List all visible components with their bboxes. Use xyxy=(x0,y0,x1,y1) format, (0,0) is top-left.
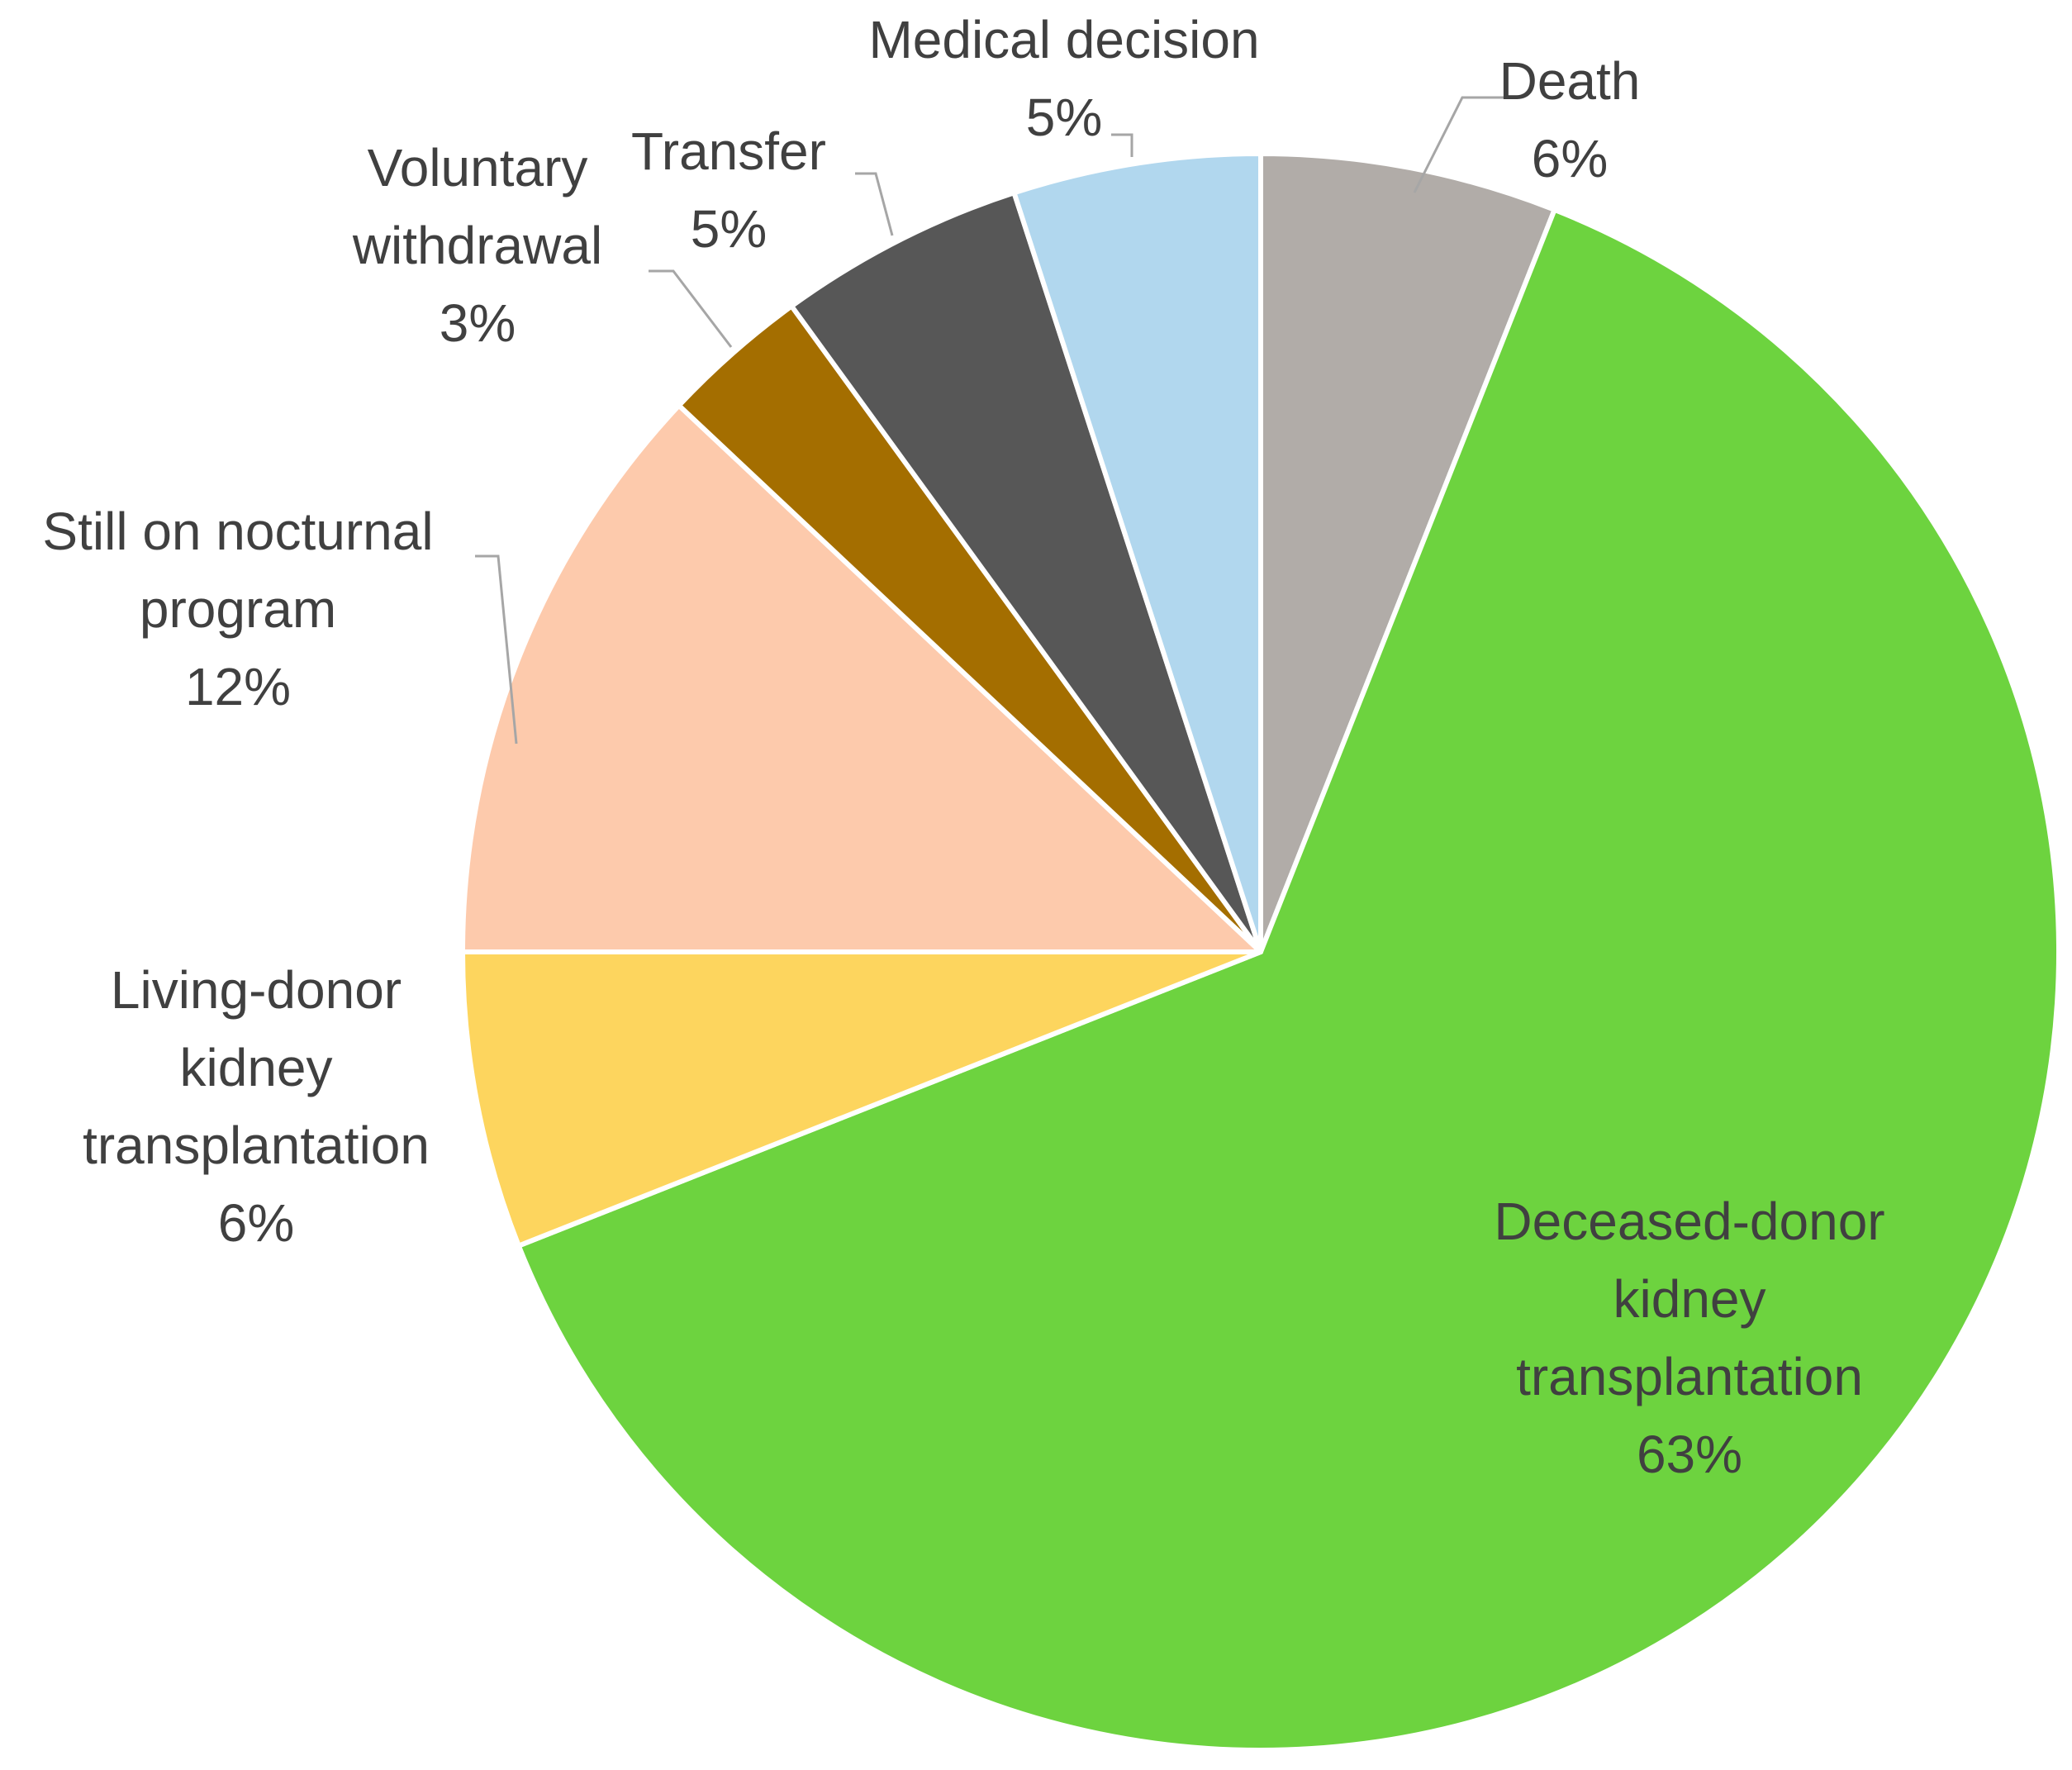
slice-death xyxy=(1258,151,1557,954)
leader-lines xyxy=(475,96,1508,745)
data-label-text: Medical decision xyxy=(868,10,1259,69)
data-label-text: Death xyxy=(1499,51,1641,111)
data-label-percent: 6% xyxy=(218,1193,295,1253)
data-label-transfer: Transfer 5% xyxy=(631,121,826,259)
slice-medical-decision xyxy=(1011,151,1263,954)
data-label-text: kidney xyxy=(180,1038,333,1097)
data-label-text: Still on nocturnal xyxy=(42,502,433,561)
data-label-voluntary-withdrawal: Voluntary withdrawal 3% xyxy=(352,138,602,353)
pie-slices xyxy=(460,151,2061,1753)
data-label-text: transplantation xyxy=(1516,1347,1863,1406)
leader-line-death xyxy=(1413,96,1508,193)
data-label-text: Living-donor xyxy=(111,960,402,1020)
data-label-deceased-donor-kidney-transplantation: Deceased-donor kidney transplantation 63% xyxy=(1494,1192,1884,1484)
data-label-percent: 6% xyxy=(1532,129,1609,188)
data-label-text: Transfer xyxy=(631,121,826,181)
leader-line-voluntary-withdrawal xyxy=(649,269,733,348)
data-label-still-on-nocturnal-program: Still on nocturnal program 12% xyxy=(42,502,433,716)
leader-line-still-on-nocturnal-program xyxy=(475,554,518,745)
data-label-death: Death 6% xyxy=(1499,51,1641,188)
data-label-living-donor-kidney-transplantation: Living-donor kidney transplantation 6% xyxy=(83,960,430,1253)
leader-line-transfer xyxy=(855,172,894,236)
data-label-text: program xyxy=(140,579,336,639)
data-label-percent: 63% xyxy=(1637,1425,1742,1484)
data-label-text: transplantation xyxy=(83,1116,430,1175)
data-label-text: Deceased-donor xyxy=(1494,1192,1884,1251)
data-label-text: kidney xyxy=(1613,1269,1766,1329)
data-label-medical-decision: Medical decision 5% xyxy=(868,10,1259,147)
data-label-text: Voluntary xyxy=(368,138,588,197)
slice-transfer xyxy=(789,190,1263,954)
data-labels: Death 6% Deceased-donor kidney transplantati… xyxy=(42,10,1884,1484)
slice-deceased-donor-kidney-transplantation xyxy=(516,207,2061,1753)
data-label-percent: 3% xyxy=(440,293,516,353)
leader-line-medical-decision xyxy=(1111,133,1133,157)
slice-living-donor-kidney-transplantation xyxy=(460,949,1263,1249)
data-label-percent: 12% xyxy=(185,657,291,716)
slice-still-on-nocturnal-program xyxy=(460,402,1263,954)
data-label-percent: 5% xyxy=(691,199,767,259)
data-label-text: withdrawal xyxy=(352,216,602,275)
data-label-percent: 5% xyxy=(1026,88,1103,147)
